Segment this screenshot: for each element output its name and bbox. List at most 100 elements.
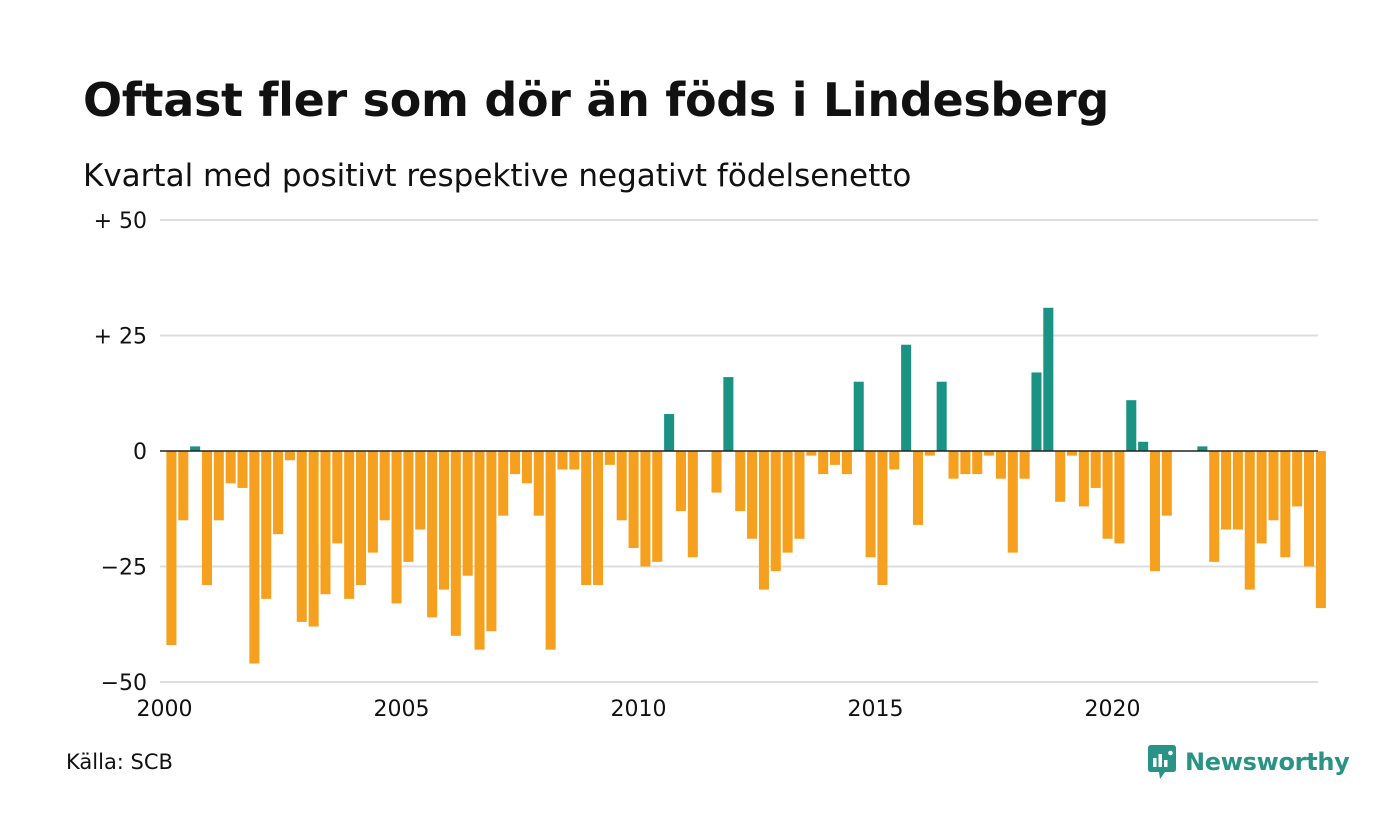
bar-negative <box>806 451 817 456</box>
bar-negative <box>569 451 580 470</box>
bar-positive <box>723 377 734 451</box>
bar-negative <box>320 451 331 595</box>
bar-negative <box>995 451 1006 479</box>
bar-negative <box>1232 451 1243 530</box>
bar-negative <box>984 451 995 456</box>
x-tick-label: 2020 <box>1085 697 1141 722</box>
x-tick-labels: 2000 2005 2010 2015 2020 <box>137 697 1141 722</box>
bar-positive <box>1197 446 1208 451</box>
y-tick-label: + 25 <box>94 325 147 350</box>
bar-chart: + 50 + 25 0 −25 −50 2000 2005 2010 2015 2020 <box>94 209 1326 722</box>
bar-negative <box>545 451 556 650</box>
bar-negative <box>747 451 758 539</box>
bar-negative <box>830 451 841 465</box>
bar-negative <box>758 451 769 590</box>
bar-positive <box>1043 307 1054 451</box>
bar-negative <box>450 451 461 636</box>
bar-negative <box>652 451 663 562</box>
bar-positive <box>901 344 912 451</box>
bar-negative <box>1067 451 1078 456</box>
bar-negative <box>1078 451 1089 507</box>
bar-negative <box>427 451 438 618</box>
x-tick-label: 2010 <box>611 697 667 722</box>
bar-negative <box>344 451 355 599</box>
bar-negative <box>438 451 449 590</box>
chart-title: Oftast fler som dör än föds i Lindesberg <box>83 73 1109 127</box>
y-tick-labels: + 50 + 25 0 −25 −50 <box>94 209 147 696</box>
bar-negative <box>877 451 888 585</box>
x-tick-label: 2000 <box>137 697 193 722</box>
bar-negative <box>557 451 568 470</box>
bar-negative <box>711 451 722 493</box>
bar-negative <box>640 451 651 567</box>
bar-negative <box>865 451 876 558</box>
bar-negative <box>391 451 402 604</box>
y-tick-label: −25 <box>101 556 147 581</box>
bar-negative <box>284 451 295 461</box>
bar-negative <box>604 451 615 465</box>
bar-negative <box>1280 451 1291 558</box>
bar-negative <box>818 451 829 475</box>
bar-negative <box>972 451 983 475</box>
y-tick-label: + 50 <box>94 209 147 234</box>
bar-positive <box>1138 441 1149 451</box>
bar-negative <box>1019 451 1030 479</box>
bar-negative <box>261 451 272 599</box>
bar-negative <box>1315 451 1326 609</box>
bar-negative <box>770 451 781 572</box>
bar-negative <box>1102 451 1113 539</box>
bar-negative <box>1090 451 1101 488</box>
bar-negative <box>213 451 224 521</box>
bar-negative <box>889 451 900 470</box>
bar-negative <box>912 451 923 525</box>
grid-lines <box>160 219 1318 683</box>
bar-negative <box>735 451 746 512</box>
bar-negative <box>1221 451 1232 530</box>
bar-negative <box>581 451 592 585</box>
bar-positive <box>664 414 675 451</box>
bar-positive <box>1126 400 1137 451</box>
x-tick-label: 2015 <box>848 697 904 722</box>
bar-negative <box>308 451 319 627</box>
bar-negative <box>273 451 284 535</box>
bars <box>166 307 1326 664</box>
bar-positive <box>936 381 947 451</box>
bar-negative <box>201 451 212 585</box>
bar-negative <box>616 451 627 521</box>
bar-negative <box>498 451 509 516</box>
bar-negative <box>521 451 532 484</box>
bar-negative <box>628 451 639 549</box>
bar-negative <box>1268 451 1279 521</box>
bar-negative <box>794 451 805 539</box>
bar-negative <box>367 451 378 553</box>
bar-negative <box>225 451 236 484</box>
bar-negative <box>1114 451 1125 544</box>
bar-negative <box>675 451 686 512</box>
bar-positive <box>190 446 201 451</box>
bar-negative <box>924 451 935 456</box>
chart-subtitle: Kvartal med positivt respektive negativt… <box>83 158 912 194</box>
bar-negative <box>237 451 248 488</box>
bar-negative <box>782 451 793 553</box>
y-tick-label: 0 <box>133 440 147 465</box>
bar-negative <box>1244 451 1255 590</box>
bar-negative <box>1055 451 1066 502</box>
bar-negative <box>356 451 367 585</box>
bar-positive <box>1031 372 1042 451</box>
bar-negative <box>249 451 260 664</box>
source-note: Källa: SCB <box>66 750 173 774</box>
bar-negative <box>462 451 473 576</box>
bar-negative <box>379 451 390 521</box>
bar-negative <box>948 451 959 479</box>
y-tick-label: −50 <box>101 671 147 696</box>
bar-negative <box>1304 451 1315 567</box>
bar-negative <box>510 451 521 475</box>
bar-negative <box>486 451 497 632</box>
bar-negative <box>687 451 698 558</box>
brand-logo: Newsworthy <box>1148 742 1350 782</box>
bar-negative <box>296 451 307 622</box>
newsworthy-chart-bubble-icon <box>1148 745 1176 779</box>
bar-negative <box>474 451 485 650</box>
bar-negative <box>415 451 426 530</box>
bar-negative <box>332 451 343 544</box>
